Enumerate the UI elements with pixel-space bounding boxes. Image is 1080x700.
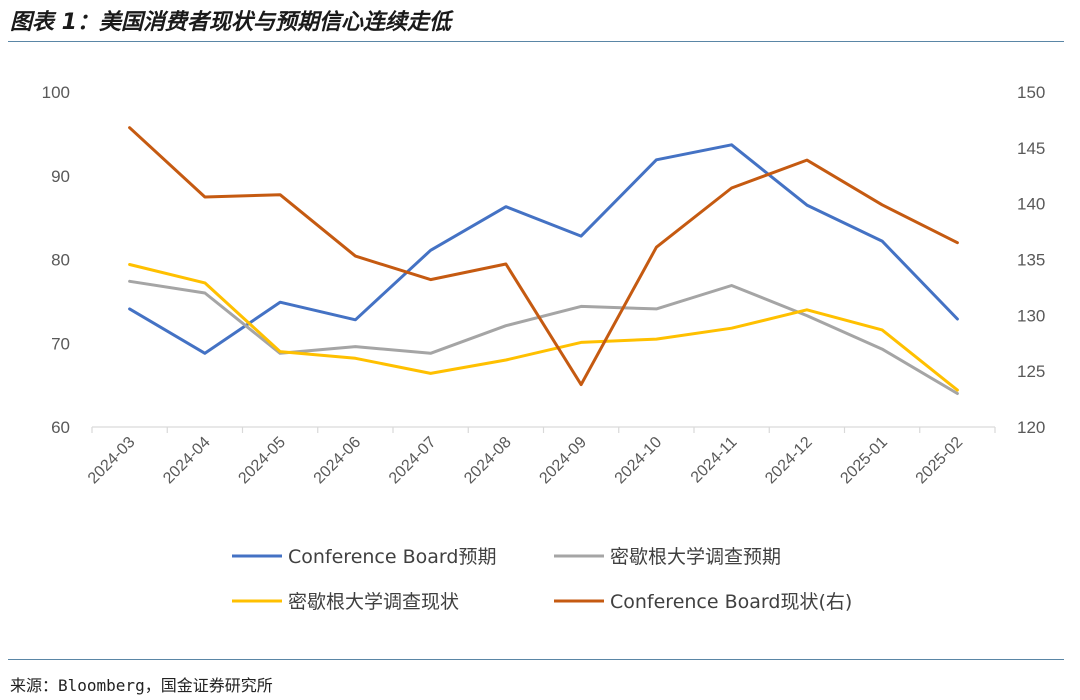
y-right-tick-label: 150 bbox=[1017, 83, 1045, 102]
x-tick-label: 2024-03 bbox=[85, 434, 139, 488]
y-right-tick-label: 145 bbox=[1017, 139, 1045, 158]
legend-label: 密歇根大学调查现状 bbox=[288, 591, 459, 613]
series-line-3 bbox=[128, 126, 959, 387]
series-line-2 bbox=[128, 263, 959, 392]
line-chart: 60 70 80 90 100 120 125 130 135 140 145 150 2024-03 2… bbox=[42, 83, 1046, 613]
x-tick-label: 2024-04 bbox=[160, 434, 214, 488]
x-tick-label: 2024-12 bbox=[762, 434, 816, 488]
y-right-tick-label: 125 bbox=[1017, 362, 1045, 381]
legend-label: Conference Board预期 bbox=[288, 546, 496, 568]
x-tick-label: 2024-09 bbox=[536, 434, 590, 488]
source-note: 来源：Bloomberg，国金证券研究所 bbox=[10, 676, 273, 695]
y-right-tick-label: 120 bbox=[1017, 418, 1045, 437]
x-tick-label: 2024-10 bbox=[612, 434, 666, 488]
chart-series bbox=[128, 126, 959, 395]
x-tick-label: 2024-06 bbox=[311, 434, 365, 488]
y-left-tick-label: 70 bbox=[51, 334, 70, 353]
x-tick-label: 2024-05 bbox=[235, 434, 289, 488]
y-left-tick-label: 100 bbox=[42, 83, 70, 102]
legend-label: Conference Board现状(右) bbox=[610, 591, 852, 613]
y-left-tick-label: 90 bbox=[51, 167, 70, 186]
chart-title: 图表 1：美国消费者现状与预期信心连续走低 bbox=[10, 10, 451, 35]
y-right-tick-label: 130 bbox=[1017, 306, 1045, 325]
x-tick-label: 2024-07 bbox=[386, 434, 440, 488]
series-line-0 bbox=[128, 143, 959, 355]
series-line-1 bbox=[128, 279, 959, 395]
x-tick-label: 2024-11 bbox=[688, 434, 741, 487]
legend-label: 密歇根大学调查预期 bbox=[610, 546, 781, 568]
x-tick-label: 2024-08 bbox=[461, 434, 515, 488]
chart-axes: 60 70 80 90 100 120 125 130 135 140 145 150 2024-03 2… bbox=[42, 83, 1046, 487]
y-right-tick-label: 140 bbox=[1017, 195, 1045, 214]
x-tick-label: 2025-02 bbox=[913, 434, 967, 488]
y-right-tick-label: 135 bbox=[1017, 251, 1045, 270]
footer-divider bbox=[8, 659, 1064, 660]
title-divider bbox=[8, 41, 1064, 42]
y-left-tick-label: 80 bbox=[51, 251, 70, 270]
y-left-tick-label: 60 bbox=[51, 418, 70, 437]
x-tick-label: 2025-01 bbox=[837, 434, 891, 488]
